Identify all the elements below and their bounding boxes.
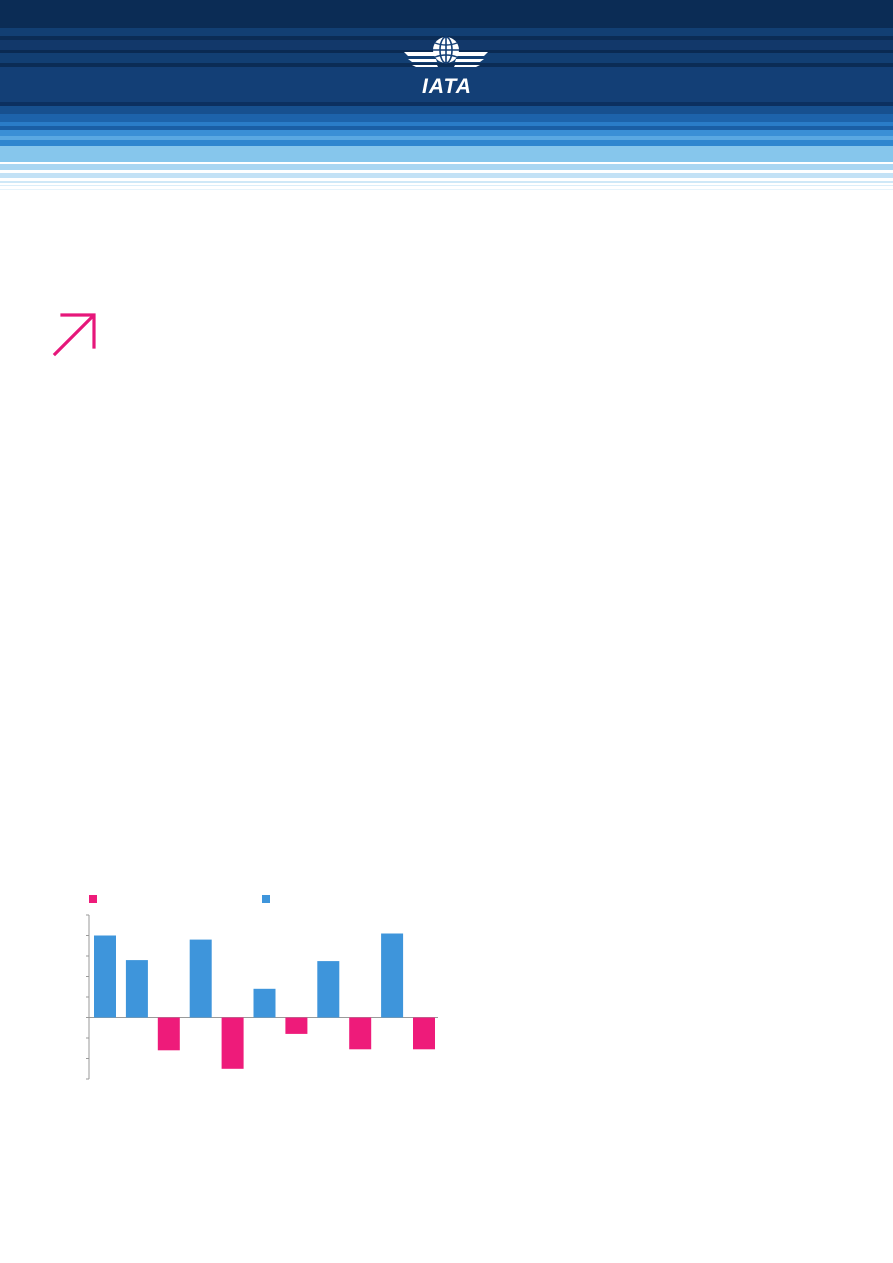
chart-bar-11 — [413, 1017, 435, 1050]
chart-bar-2 — [125, 960, 148, 1018]
iata-logo: IATA — [404, 36, 488, 98]
chart-bar-7 — [285, 1017, 308, 1034]
logo-wordmark: IATA — [422, 75, 472, 98]
chart-bar-8 — [317, 961, 340, 1018]
header-banner — [0, 0, 893, 192]
chart-bars — [94, 933, 435, 1069]
chart-bar-4 — [189, 939, 212, 1018]
legend-swatch-blue — [262, 895, 270, 903]
chart-bar-5 — [221, 1017, 244, 1069]
chart-bar-9 — [349, 1017, 372, 1050]
bar-chart — [86, 895, 438, 1080]
chart-bar-1 — [94, 935, 116, 1018]
chart-legend — [89, 895, 270, 903]
chart-bar-6 — [253, 988, 276, 1018]
legend-swatch-pink — [89, 895, 97, 903]
chart-bar-10 — [381, 933, 404, 1018]
diagonal-arrow-icon — [52, 313, 96, 357]
chart-bar-3 — [157, 1017, 180, 1051]
globe-wings-icon — [404, 36, 488, 67]
